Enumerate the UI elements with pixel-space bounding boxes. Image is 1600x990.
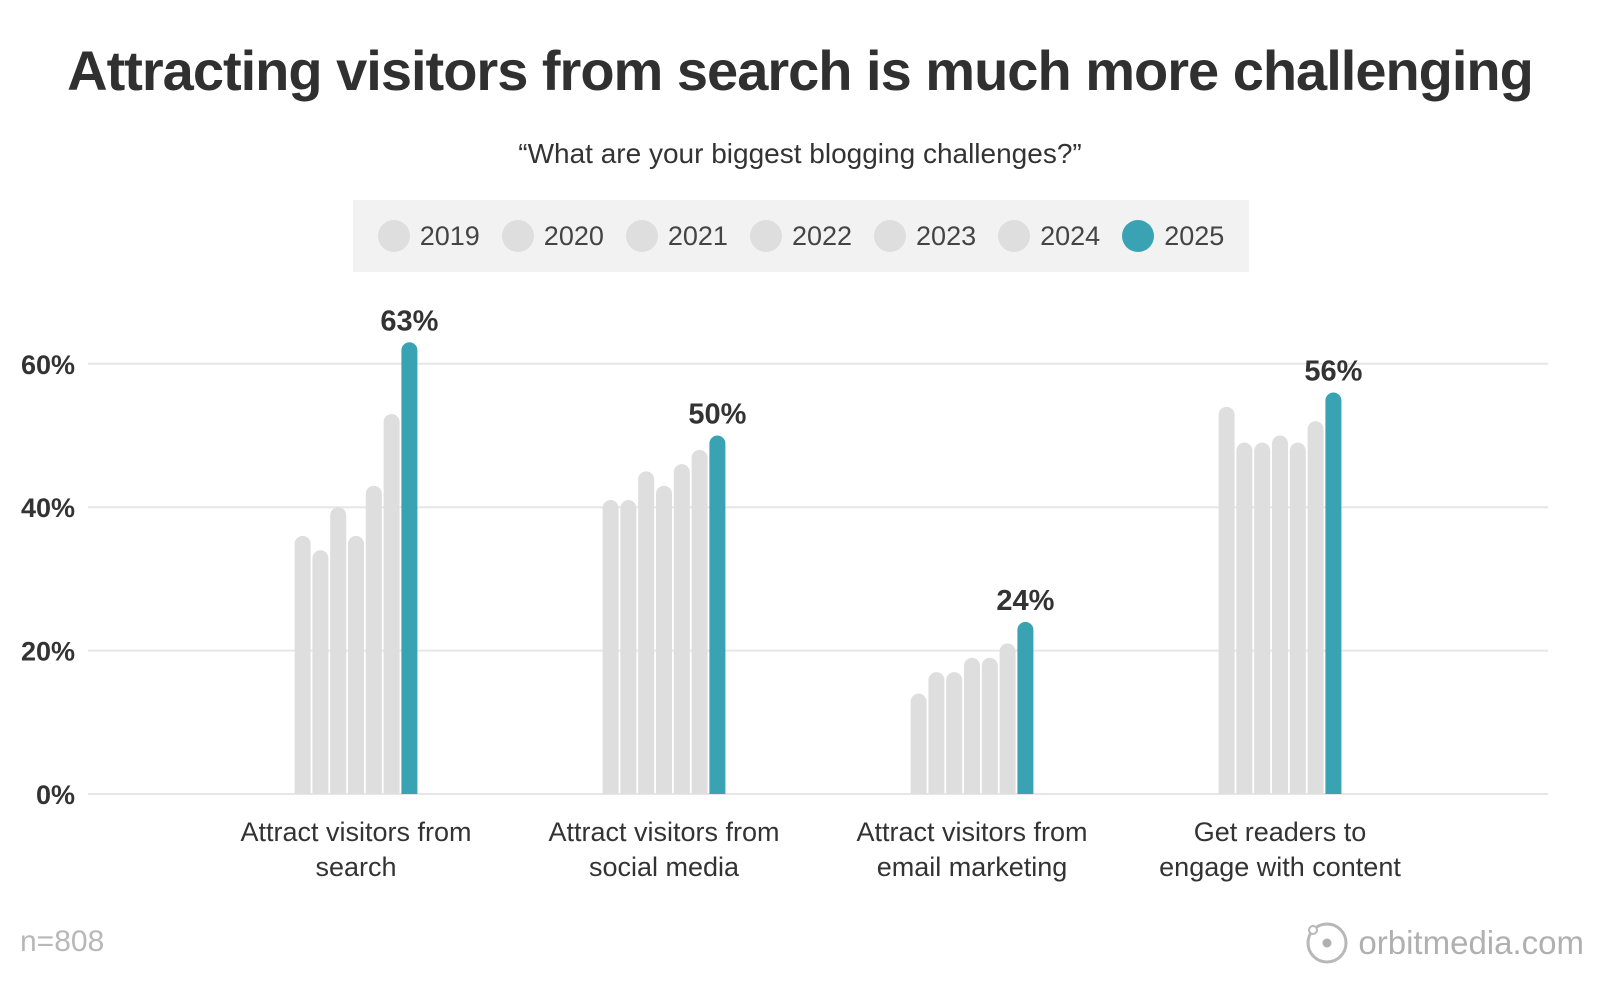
bar-2025 xyxy=(401,342,418,794)
category-label: Attract visitors from xyxy=(240,817,471,847)
bar-2021 xyxy=(330,507,347,794)
category-label: email marketing xyxy=(877,852,1068,882)
legend-swatch xyxy=(377,220,410,252)
bar-2023 xyxy=(1289,442,1306,794)
y-tick-label: 0% xyxy=(36,780,75,810)
data-label: 56% xyxy=(1304,355,1362,387)
bar-2024 xyxy=(1307,421,1324,794)
legend-label: 2023 xyxy=(916,220,977,251)
legend-swatch xyxy=(501,220,534,252)
bar-2020 xyxy=(620,500,637,794)
y-tick-label: 20% xyxy=(21,637,75,667)
bar-2025 xyxy=(709,435,726,794)
bar-2020 xyxy=(312,550,329,794)
legend-label: 2019 xyxy=(419,220,480,251)
brand-mark: orbitmedia.com xyxy=(1304,920,1584,966)
bar-2023 xyxy=(673,464,690,794)
y-tick-label: 40% xyxy=(21,493,75,523)
category-label: engage with content xyxy=(1159,852,1401,882)
legend-label: 2020 xyxy=(543,220,604,251)
y-tick-label: 60% xyxy=(21,350,75,380)
legend-swatch xyxy=(998,220,1031,252)
data-label: 50% xyxy=(688,399,746,431)
legend-item-2019: 2019 xyxy=(377,220,480,252)
orbit-logo-icon xyxy=(1306,922,1348,964)
legend-swatch xyxy=(749,220,782,252)
bar-2022 xyxy=(1272,435,1288,794)
data-label: 24% xyxy=(996,585,1054,617)
bar-2022 xyxy=(348,535,364,794)
legend-swatch xyxy=(1122,220,1155,252)
bar-2024 xyxy=(383,413,400,794)
bar-2023 xyxy=(365,485,382,794)
legend-label: 2025 xyxy=(1164,220,1225,251)
category-label: Attract visitors from xyxy=(856,817,1087,847)
legend-label: 2024 xyxy=(1040,220,1101,251)
bar-2019 xyxy=(294,535,311,794)
y-axis: 0% 20% 40% 60% xyxy=(21,350,75,810)
bar-2025 xyxy=(1017,621,1034,794)
legend-item-2022: 2022 xyxy=(749,220,853,252)
bar-2020 xyxy=(1236,442,1253,794)
bar-2024 xyxy=(691,449,708,794)
category-label: search xyxy=(315,852,396,882)
chart-subtitle: “What are your biggest blogging challeng… xyxy=(518,138,1082,169)
category-label: social media xyxy=(589,852,740,882)
bar-2021 xyxy=(1254,442,1271,794)
sample-size-note: n=808 xyxy=(20,925,105,958)
legend-item-2023: 2023 xyxy=(874,220,976,252)
legend-item-2024: 2024 xyxy=(998,220,1100,252)
bar-2019 xyxy=(910,693,927,794)
bar-2020 xyxy=(928,672,945,794)
bar-2022 xyxy=(964,657,980,794)
legend-swatch xyxy=(625,220,658,252)
legend-item-2020: 2020 xyxy=(501,220,604,252)
category-label: Attract visitors from xyxy=(548,817,779,847)
category-label: Get readers to xyxy=(1194,817,1367,847)
chart-legend: 2019 2020 2021 2022 2023 2024 2025 xyxy=(353,200,1249,272)
bar-2021 xyxy=(946,672,963,794)
chart-title: Attracting visitors from search is much … xyxy=(67,39,1534,102)
bar-2019 xyxy=(602,500,619,794)
brand-text: orbitmedia.com xyxy=(1358,924,1584,961)
bar-2019 xyxy=(1218,406,1235,794)
legend-item-2025: 2025 xyxy=(1122,220,1224,252)
bar-2024 xyxy=(999,643,1016,794)
x-axis: Attract visitors from search Attract visit… xyxy=(240,817,1401,882)
bars xyxy=(294,342,1342,794)
legend-swatch xyxy=(874,220,907,252)
legend-item-2021: 2021 xyxy=(625,220,728,252)
bar-2022 xyxy=(656,485,672,794)
data-label: 63% xyxy=(380,305,438,337)
legend-label: 2021 xyxy=(667,220,728,251)
bar-2021 xyxy=(638,471,655,794)
data-labels: 63% 50% 24% 56% xyxy=(380,305,1362,617)
bar-2025 xyxy=(1325,392,1342,794)
legend-label: 2022 xyxy=(791,220,853,251)
bar-2023 xyxy=(981,657,998,794)
